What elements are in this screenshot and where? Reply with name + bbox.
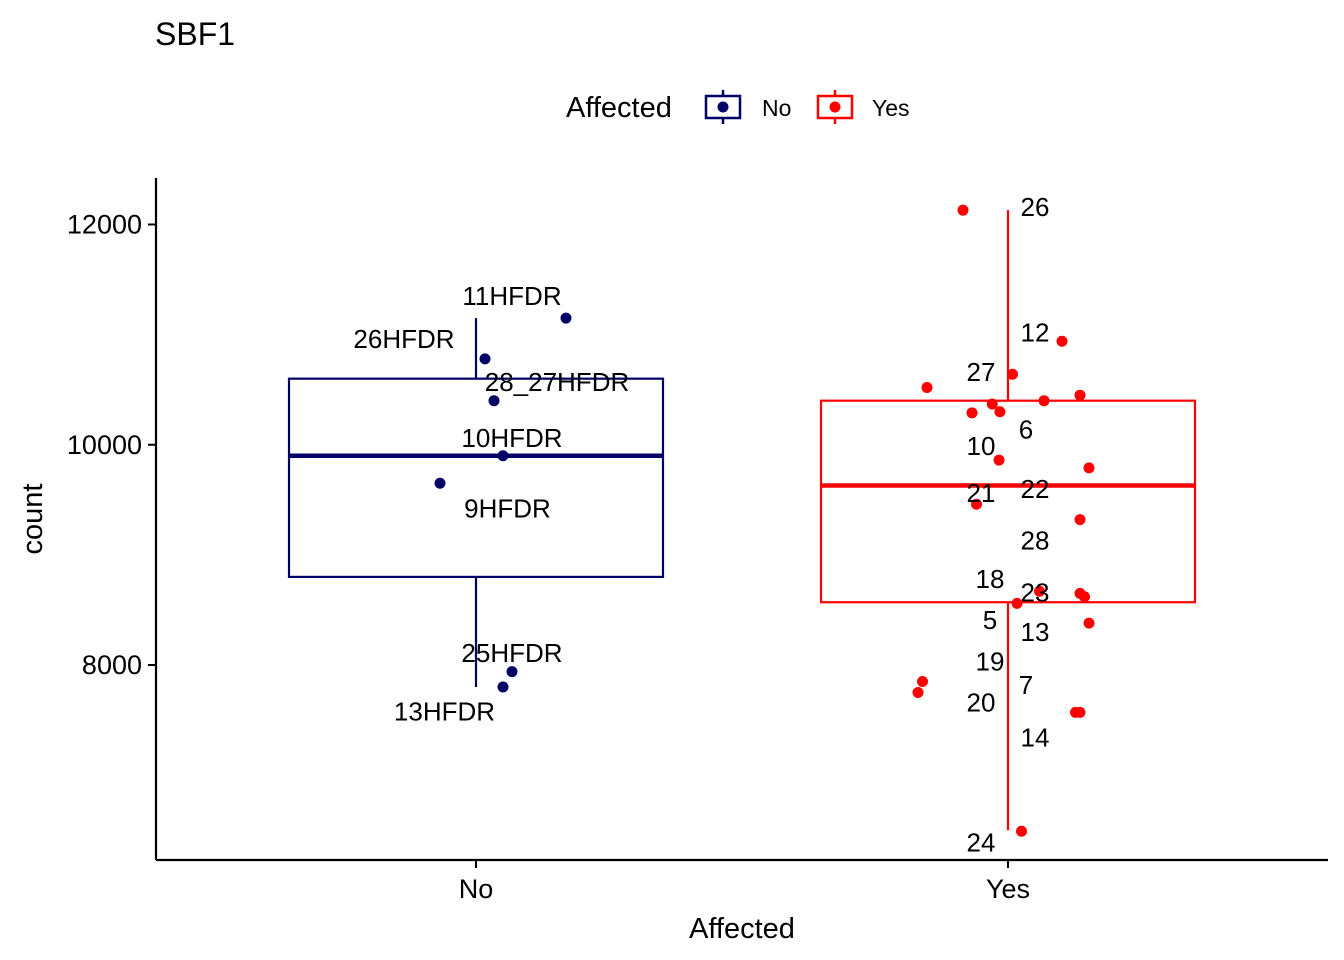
- box-yes: [819, 399, 1197, 604]
- point-label: 23: [1021, 577, 1050, 607]
- point-label: 10: [967, 431, 996, 461]
- data-point: [917, 676, 928, 688]
- data-point: [1011, 597, 1023, 609]
- point-label: 28_27HFDR: [485, 367, 630, 397]
- point-label: 7: [1019, 670, 1033, 700]
- x-tick-label-yes: Yes: [986, 874, 1030, 904]
- data-point: [957, 204, 969, 216]
- data-point: [1083, 617, 1095, 629]
- data-point: [1007, 368, 1018, 380]
- legend-title: Affected: [566, 92, 672, 124]
- point-label: 13HFDR: [394, 696, 495, 726]
- point-label: 25HFDR: [461, 638, 562, 668]
- point-label: 13: [1021, 617, 1050, 647]
- data-point: [1070, 706, 1081, 718]
- chart-title: SBF1: [155, 16, 235, 52]
- point-label: 22: [1021, 474, 1050, 504]
- data-point: [1079, 591, 1090, 603]
- point-label: 21: [967, 478, 996, 508]
- point-label: 10HFDR: [461, 423, 562, 453]
- data-point: [1056, 335, 1068, 347]
- data-point: [497, 681, 509, 693]
- data-point: [506, 666, 518, 678]
- y-tick-label: 12000: [67, 210, 142, 240]
- y-tick-label: 8000: [82, 650, 142, 680]
- point-label: 20: [967, 687, 996, 717]
- point-label: 5: [983, 605, 997, 635]
- data-point: [1016, 825, 1027, 837]
- point-label: 12: [1021, 317, 1050, 347]
- legend-key-point: [829, 101, 841, 113]
- data-point: [497, 450, 509, 462]
- point-label: 26: [1021, 192, 1050, 222]
- point-label: 11HFDR: [462, 281, 561, 311]
- legend-label-no: No: [762, 95, 791, 121]
- data-point: [560, 312, 572, 324]
- legend-key-point: [717, 101, 729, 113]
- point-label: 6: [1019, 414, 1033, 444]
- legend-label-yes: Yes: [872, 95, 910, 121]
- x-tick-label-no: No: [459, 874, 494, 904]
- point-label: 24: [967, 827, 996, 857]
- point-label: 18: [976, 564, 1005, 594]
- data-point: [986, 398, 998, 410]
- data-point: [993, 454, 1005, 466]
- data-point: [966, 407, 978, 419]
- x-axis-title: Affected: [689, 913, 795, 945]
- data-point: [479, 353, 491, 365]
- point-label: 14: [1021, 723, 1050, 753]
- data-point: [912, 687, 924, 699]
- data-point: [1074, 389, 1086, 401]
- point-label: 19: [976, 647, 1005, 677]
- data-point: [434, 477, 446, 489]
- data-point: [971, 498, 982, 510]
- point-label: 28: [1021, 526, 1050, 556]
- point-label: 9HFDR: [464, 494, 551, 524]
- data-point: [1074, 514, 1086, 526]
- box-no: [287, 377, 665, 578]
- y-axis-title: count: [17, 484, 49, 555]
- data-point: [1038, 395, 1050, 407]
- data-point: [488, 395, 500, 407]
- data-point: [1083, 462, 1095, 474]
- y-tick-label: 10000: [67, 430, 142, 460]
- point-label: 27: [967, 357, 996, 387]
- data-point: [994, 406, 1006, 418]
- point-label: 26HFDR: [353, 324, 454, 354]
- data-point: [1034, 585, 1045, 597]
- data-point: [921, 381, 933, 393]
